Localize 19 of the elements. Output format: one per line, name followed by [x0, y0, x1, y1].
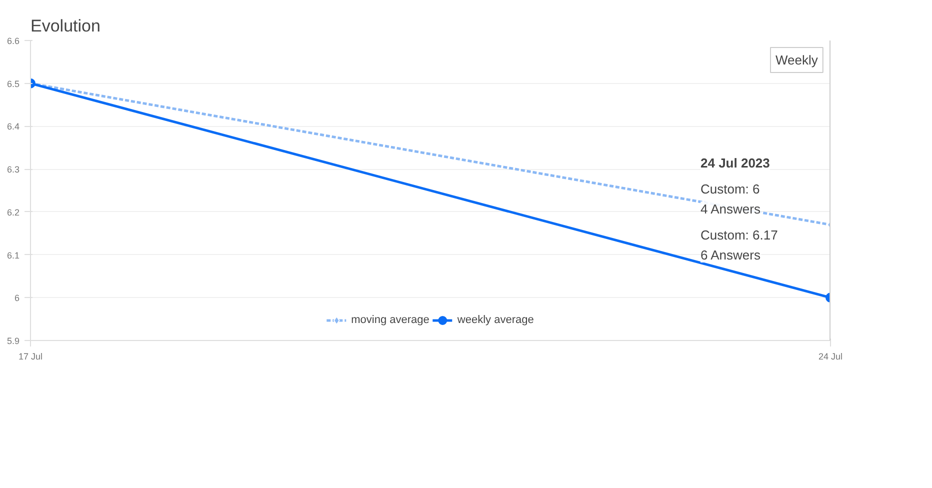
- y-tick-label: 6.1: [6, 250, 20, 260]
- annotation: Custom: 6.17: [700, 228, 778, 242]
- x-tick-label: 17 Jul: [18, 352, 43, 362]
- annotation: 4 Answers: [700, 202, 761, 216]
- legend-label: weekly average: [457, 314, 534, 326]
- annotation: 6 Answers: [700, 248, 761, 262]
- x-tick-label: 24 Jul: [818, 352, 843, 362]
- annotation: Weekly: [776, 52, 818, 68]
- legend-label: moving average: [351, 314, 430, 326]
- y-tick-label: 5.9: [6, 336, 20, 346]
- chart-title: Evolution: [30, 16, 100, 36]
- y-tick-label: 6: [14, 293, 20, 304]
- y-tick-label: 6.4: [6, 122, 20, 132]
- y-tick-label: 6.3: [6, 164, 20, 175]
- y-tick-label: 6.5: [6, 78, 20, 89]
- y-tick-label: 6.2: [6, 207, 20, 218]
- y-tick-label: 6.6: [6, 36, 20, 46]
- annotation: 24 Jul 2023: [700, 156, 770, 170]
- annotation: Custom: 6: [700, 182, 760, 196]
